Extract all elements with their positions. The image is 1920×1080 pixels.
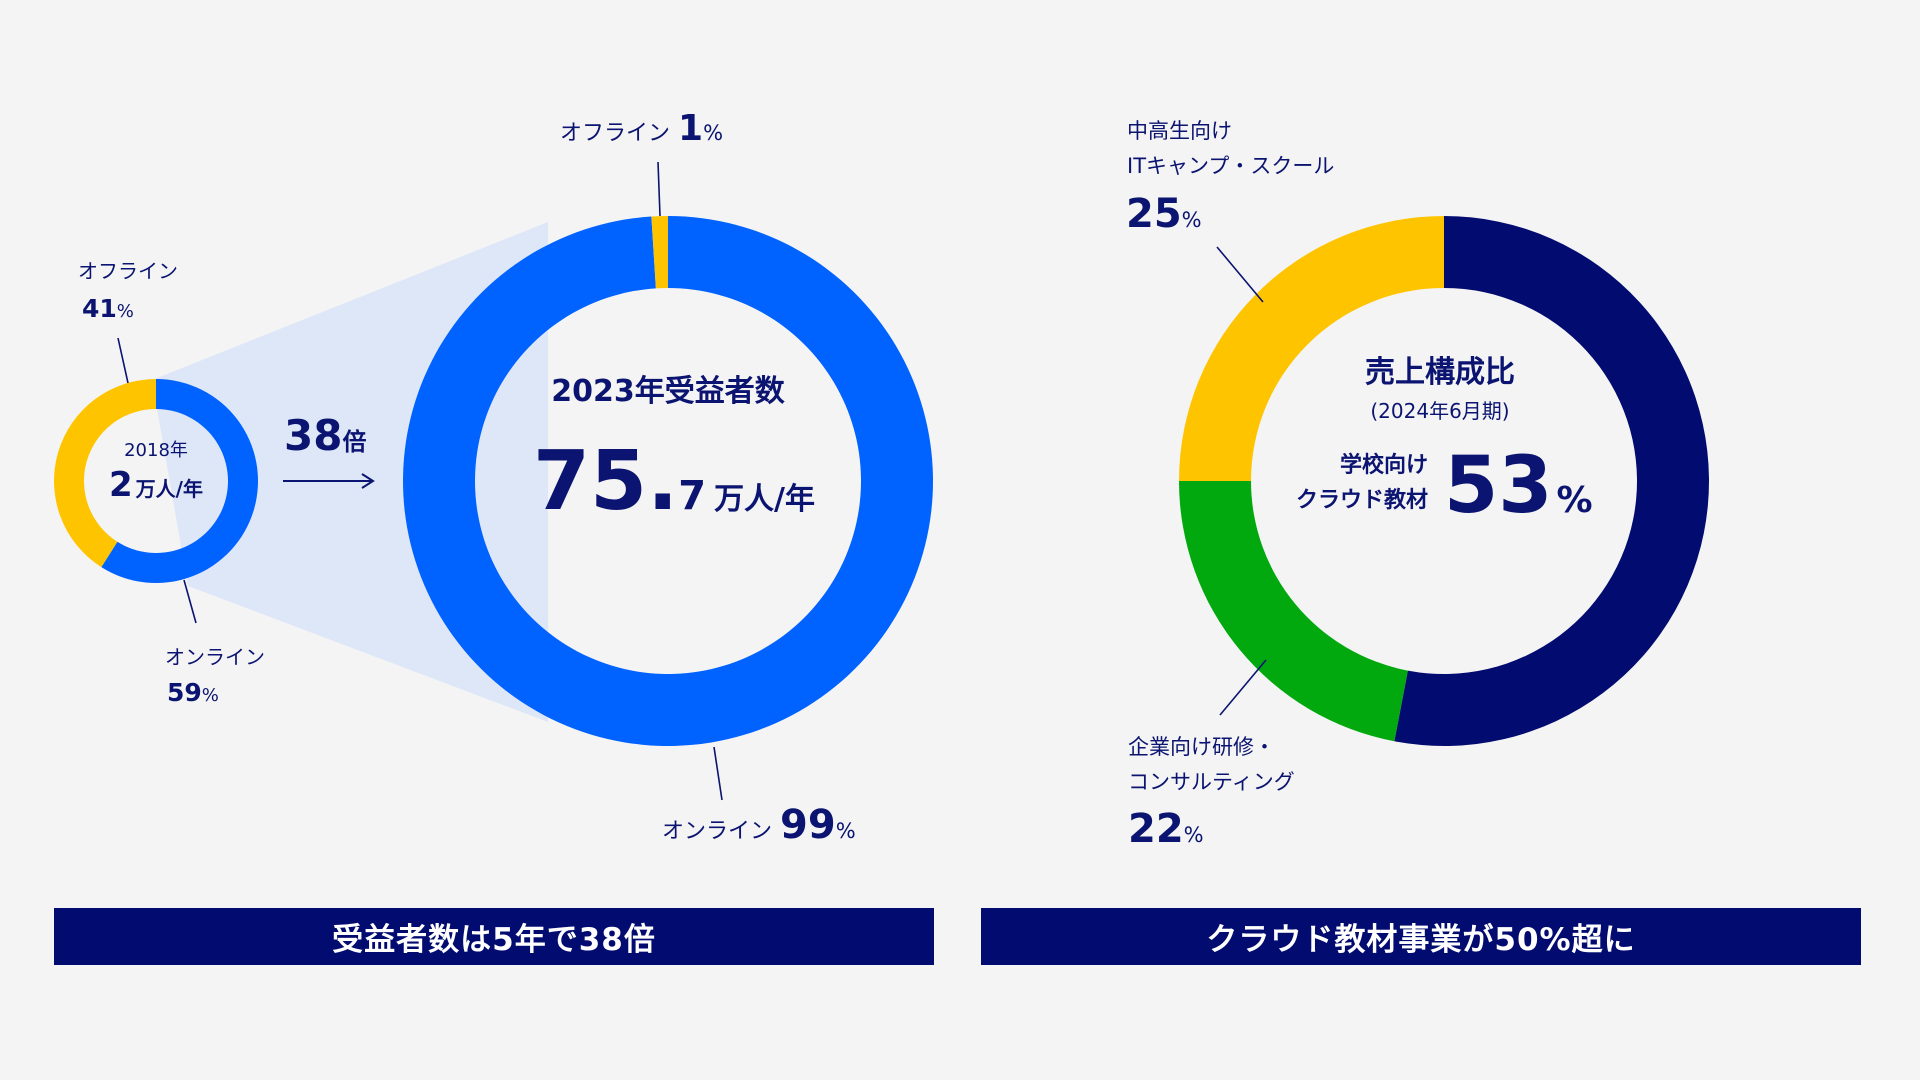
center-sales-subtitle: (2024年6月期): [1370, 399, 1509, 423]
center-2023-value: 75.7 万人/年: [533, 434, 815, 529]
donut-2018-slice-1: [53, 379, 156, 568]
label-sales-camp-line2: ITキャンプ・スクール: [1127, 154, 1334, 178]
center-2023-title: 2023年受益者数: [551, 374, 785, 409]
center-2018-value: 2 万人/年: [109, 465, 203, 505]
leader-2023-offline: [657, 161, 661, 217]
label-2018-online: オンライン: [165, 645, 265, 669]
center-sales-title: 売上構成比: [1365, 355, 1515, 390]
center-sales-label-line2: クラウド教材: [1296, 487, 1428, 513]
value-2018-online: 59%: [167, 678, 219, 707]
leader-sales-camp: [1216, 246, 1264, 303]
banner-right: クラウド教材事業が50%超に: [981, 908, 1861, 965]
banner-left: 受益者数は5年で38倍: [54, 908, 934, 965]
leader-2018-online: [183, 579, 197, 624]
growth-arrow-head: [361, 473, 375, 489]
value-sales-camp: 25%: [1126, 191, 1202, 237]
label-sales-corporate-line2: コンサルティング: [1128, 770, 1295, 794]
label-2023-offline: オフライン 1%: [560, 108, 723, 149]
donut-sales-slice-0: [1394, 216, 1710, 747]
center-2018-year: 2018年: [124, 440, 188, 461]
value-2018-offline: 41%: [82, 294, 134, 323]
label-2018-offline: オフライン: [78, 259, 178, 283]
center-sales-value: 53%: [1444, 441, 1593, 531]
label-sales-camp-line1: 中高生向け: [1127, 119, 1232, 143]
leader-sales-corporate: [1219, 659, 1267, 716]
donut-2023-slice-1: [651, 216, 668, 289]
donut-2018-slice-0: [101, 379, 258, 583]
label-sales-corporate-line1: 企業向け研修・: [1128, 735, 1275, 759]
leader-2023-online: [713, 746, 723, 801]
value-sales-corporate: 22%: [1128, 806, 1204, 852]
label-2023-online: オンライン 99%: [662, 802, 856, 848]
center-sales-label-line1: 学校向け: [1340, 452, 1428, 478]
donut-sales-slice-1: [1179, 481, 1408, 742]
growth-label: 38倍: [284, 411, 366, 460]
leader-2018-offline: [117, 337, 129, 384]
donut-sales-slice-2: [1179, 216, 1444, 481]
